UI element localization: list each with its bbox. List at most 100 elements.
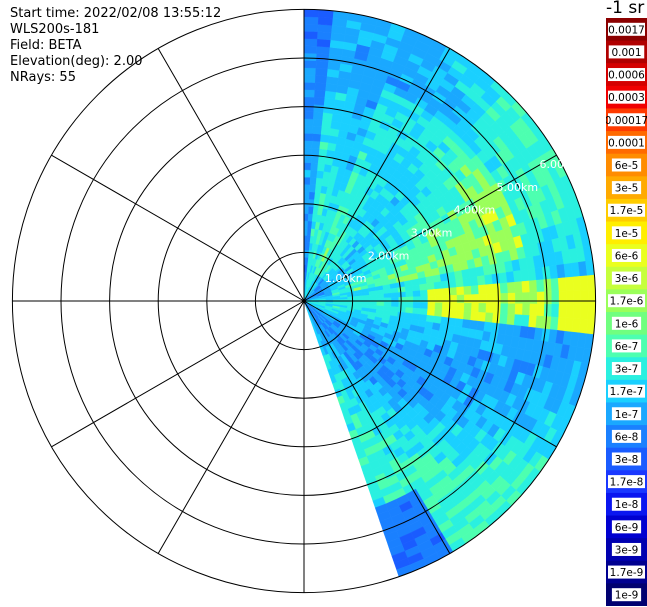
sector-cell (550, 278, 560, 292)
azimuth-spoke (303, 154, 557, 302)
sector-cell (470, 311, 479, 322)
sector-cell (499, 282, 509, 294)
sector-cell (398, 301, 407, 308)
sector-cell (542, 316, 552, 330)
sector-cell (369, 294, 378, 299)
sector-cell (565, 304, 574, 319)
sector-cell (461, 319, 471, 330)
sector-cell (448, 310, 458, 319)
azimuth-spoke (303, 300, 557, 448)
colorbar-label: 0.001 (611, 47, 641, 59)
colorbar-label-bg (611, 542, 642, 556)
colorbar-label: 1.7e-7 (610, 386, 644, 398)
colorbar-label-bg (611, 497, 642, 511)
sector-cell (361, 294, 370, 300)
sector-cell (303, 198, 310, 207)
sector-cell (448, 279, 457, 289)
sector-cell (303, 103, 315, 112)
sector-cell (303, 176, 311, 185)
sector-cell (303, 205, 310, 214)
sector-cell (478, 303, 487, 313)
sector-cell (313, 104, 325, 113)
sector-cell (463, 302, 472, 312)
sector-cell (303, 162, 312, 171)
sector-cell (319, 141, 329, 150)
sector-cell (397, 286, 406, 293)
colorbar-label-bg (608, 475, 645, 489)
sector-cell (492, 312, 501, 324)
colorbar-label-bg (608, 113, 645, 127)
range-ring-label: 1.00km (325, 272, 367, 285)
colorbar-unit: -1 sr (606, 0, 645, 18)
colorbar: 0.0017 0.001 0.0006 0.0003 0.00017 0.0001 6e-5… (606, 18, 647, 606)
sector-cell (441, 309, 450, 319)
sector-cell (303, 220, 309, 229)
colorbar-label: 0.0003 (608, 92, 645, 104)
range-ring-label: 3.00km (411, 227, 453, 240)
sector-cell (398, 291, 407, 298)
sector-cell (513, 314, 523, 327)
sector-cell (310, 155, 320, 164)
sector-cell (303, 184, 311, 193)
sector-cell (314, 82, 327, 91)
sector-cell (551, 303, 560, 318)
colorbar-label-bg (611, 271, 642, 285)
sector-cell (315, 60, 329, 70)
sector-cell (484, 274, 494, 286)
colorbar-label-bg (611, 339, 642, 353)
sector-cell (303, 125, 314, 134)
sector-cell (303, 16, 319, 25)
colorbar-label: 1e-8 (615, 499, 639, 511)
sector-cell (449, 294, 458, 304)
sector-cell (316, 45, 331, 55)
sector-cell (303, 60, 317, 69)
sector-cell (462, 277, 472, 287)
sector-cell (499, 313, 508, 325)
colorbar-label-bg (611, 158, 642, 172)
sector-cell (455, 310, 465, 320)
sector-cell (311, 140, 321, 149)
sector-cell (303, 147, 313, 156)
sector-cell (478, 293, 487, 304)
colorbar-label-bg (611, 226, 642, 240)
sector-cell (529, 303, 538, 317)
sector-cell (449, 302, 458, 312)
azimuth-spokes (12, 9, 596, 593)
sector-cell (412, 307, 421, 315)
sector-cell (536, 303, 545, 317)
beta-sector (303, 9, 596, 577)
colorbar-label: 0.0017 (608, 24, 645, 36)
nrays-label: NRays: 55 (10, 70, 76, 85)
sector-cell (543, 278, 552, 293)
sector-cell (464, 294, 472, 304)
sector-cell (544, 291, 553, 305)
sector-cell (587, 289, 596, 306)
field-label: Field: BETA (10, 38, 82, 53)
sector-cell (383, 301, 392, 307)
sector-cell (404, 285, 414, 293)
sector-cell (390, 292, 399, 298)
sector-cell (303, 23, 319, 32)
sector-cell (405, 302, 414, 309)
sector-cell (303, 31, 319, 40)
sector-cell (320, 126, 331, 136)
sector-cell (477, 311, 487, 323)
sector-cell (456, 286, 465, 296)
sector-cell (391, 301, 400, 308)
sector-cell (557, 277, 567, 292)
sector-cell (543, 303, 553, 318)
sector-cell (456, 302, 465, 312)
sector-cell (317, 16, 334, 26)
sector-cell (376, 301, 385, 307)
range-ring-label: 2.00km (368, 249, 410, 262)
sector-cell (573, 290, 582, 305)
sector-cell (572, 276, 582, 291)
colorbar-label-bg (611, 520, 642, 534)
sector-cell (448, 287, 458, 296)
sector-cell (412, 284, 421, 292)
sector-cell (427, 295, 436, 303)
sector-cell (471, 302, 480, 313)
sector-cell (434, 309, 443, 318)
sector-cell (485, 303, 494, 314)
